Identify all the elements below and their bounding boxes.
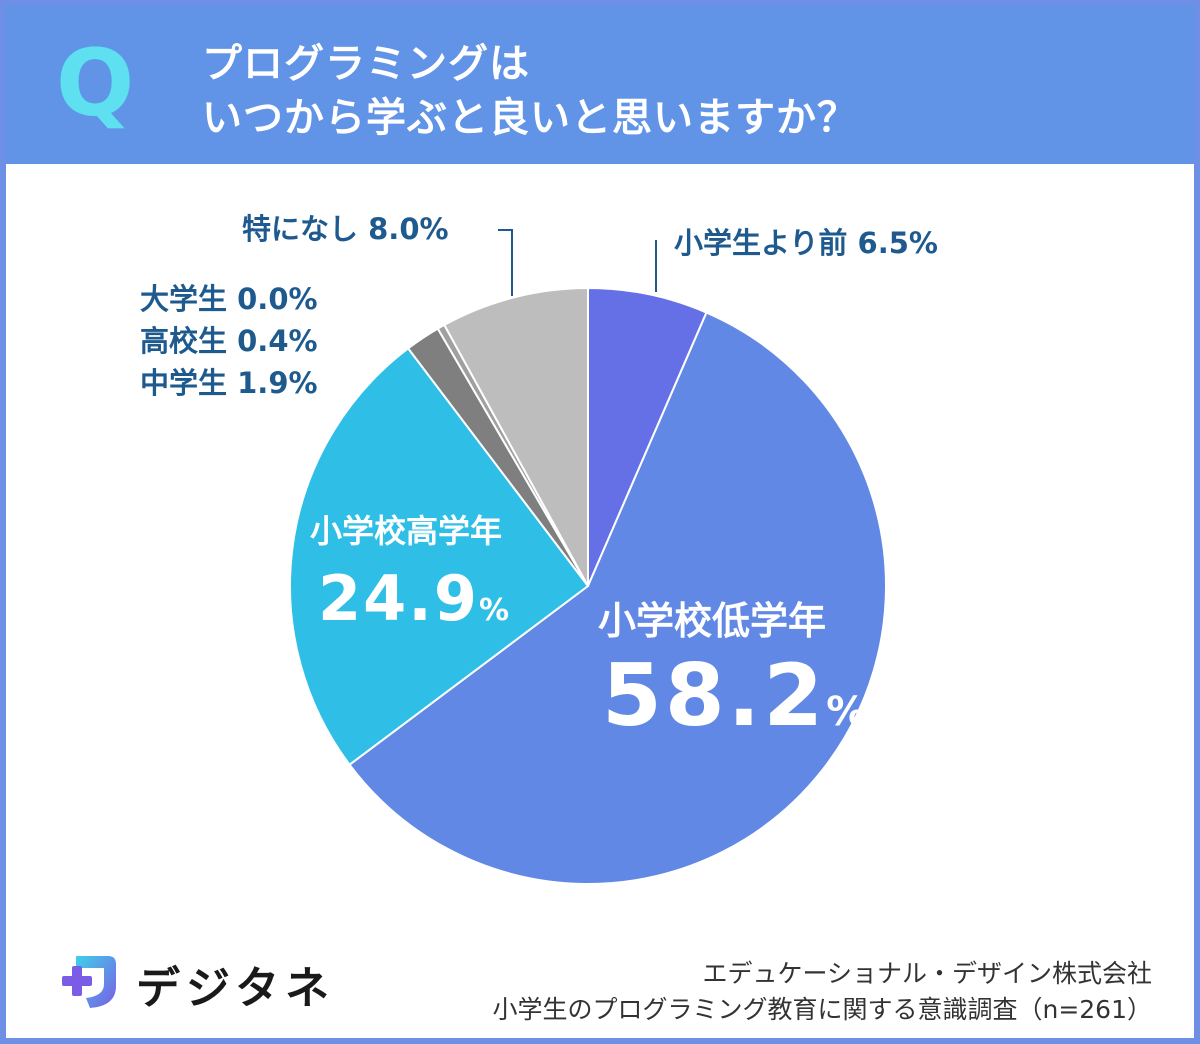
label-lower-name: 小学校低学年 — [598, 599, 827, 643]
label-lower-value: 58.2% — [602, 646, 870, 746]
logo-icon — [62, 956, 116, 1008]
label-pre: 小学生より前 6.5% — [674, 226, 938, 260]
pie-slice-upper — [289, 346, 590, 767]
logo-text: デジタネ — [136, 963, 336, 1014]
label-junior: 中学生 1.9% — [140, 366, 318, 400]
label-none: 特になし 8.0% — [242, 212, 449, 246]
credit-survey: 小学生のプログラミング教育に関する意識調査（n=261） — [492, 995, 1152, 1024]
label-upper-name: 小学校高学年 — [310, 512, 503, 550]
label-univ: 大学生 0.0% — [140, 282, 318, 316]
pie-slice-none — [442, 286, 589, 587]
question-title-line2: いつから学ぶと良いと思いますか？ — [202, 95, 858, 141]
label-upper-value: 24.9% — [318, 562, 512, 635]
pie-slice-pre — [587, 286, 708, 587]
pie-chart — [289, 229, 888, 885]
question-title-line1: プログラミングは — [202, 41, 530, 87]
credit-company: エデュケーショナル・デザイン株式会社 — [702, 959, 1152, 988]
question-header: Q プログラミングは いつから学ぶと良いと思いますか？ — [6, 6, 1194, 164]
q-badge: Q — [56, 30, 135, 137]
label-high: 高校生 0.4% — [140, 324, 318, 358]
leader-line-none — [498, 229, 513, 296]
pie-slice-lower — [348, 311, 888, 885]
